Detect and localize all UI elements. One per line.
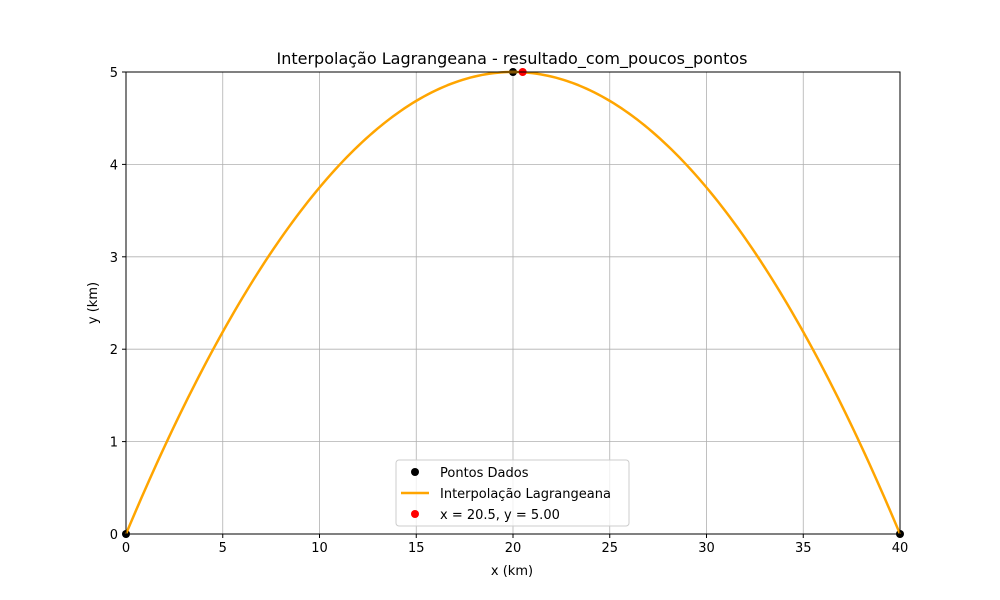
ticks-layer: 0 5 10 15 20 25 30 35 40 0 1 2 3 4 5 [110, 66, 909, 556]
y-tick-label: 3 [110, 251, 118, 266]
x-tick-label: 15 [408, 541, 425, 556]
x-tick-label: 40 [892, 541, 909, 556]
y-tick-label: 2 [110, 343, 118, 358]
legend-items: Pontos Dados Interpolação Lagrangeana x = … [401, 466, 611, 523]
legend-label: Pontos Dados [440, 466, 529, 481]
x-tick-label: 20 [505, 541, 522, 556]
x-tick-label: 30 [698, 541, 715, 556]
y-tick-label: 0 [110, 528, 118, 543]
legend-box [395, 459, 630, 527]
x-tick-label: 25 [601, 541, 618, 556]
x-tick-label: 5 [219, 541, 227, 556]
y-tick-label: 1 [110, 436, 118, 451]
legend-label: x = 20.5, y = 5.00 [440, 508, 560, 523]
x-axis-label: x (km) [491, 564, 533, 579]
legend-marker [411, 468, 419, 476]
legend: Pontos Dados Interpolação Lagrangeana x = … [395, 459, 630, 527]
legend-marker [411, 510, 419, 518]
x-tick-label: 10 [311, 541, 328, 556]
x-tick-label: 35 [795, 541, 812, 556]
x-tick-label: 0 [122, 541, 130, 556]
chart-title: Interpolação Lagrangeana - resultado_com… [277, 49, 748, 69]
y-axis-label: y (km) [86, 282, 101, 324]
legend-label: Interpolação Lagrangeana [440, 487, 611, 502]
y-tick-label: 5 [110, 66, 118, 81]
y-tick-label: 4 [110, 158, 118, 173]
